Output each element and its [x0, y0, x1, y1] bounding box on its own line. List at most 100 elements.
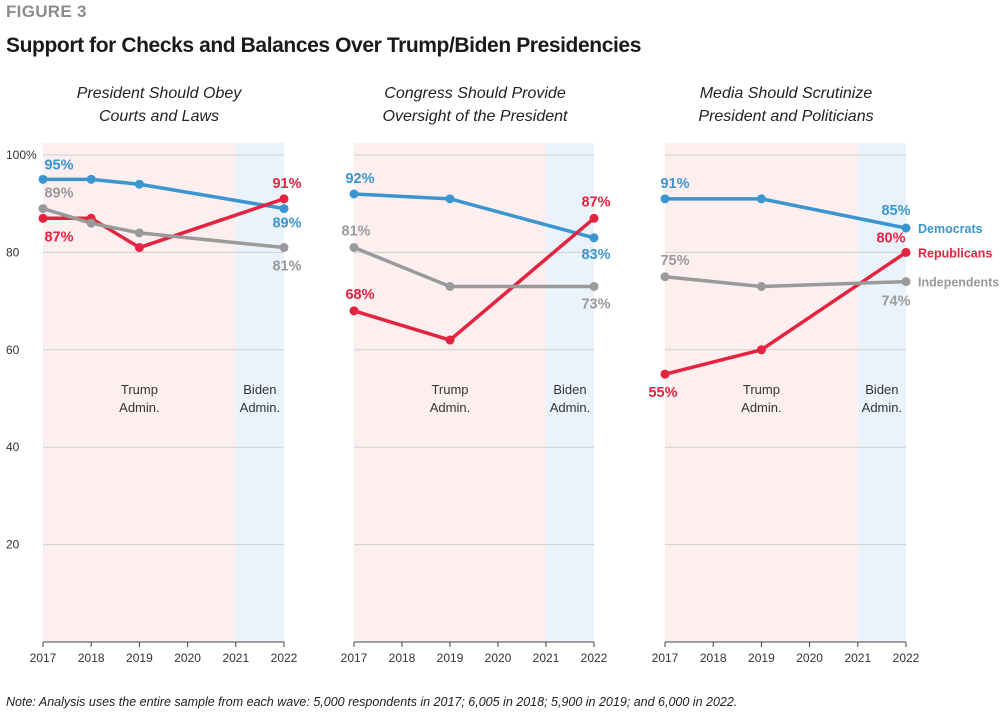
series-line-independents [41, 206, 286, 250]
data-point-independents [38, 204, 48, 214]
y-tick-label: 40 [6, 440, 20, 454]
data-point-republicans [38, 213, 48, 223]
period-label: Trump [743, 382, 780, 397]
x-tick-label: 2019 [748, 651, 775, 665]
data-point-democrats [445, 194, 455, 204]
data-point-independents [445, 281, 455, 291]
period-label: Biden [243, 382, 276, 397]
y-tick-label: 60 [6, 343, 20, 357]
data-label: 80% [876, 230, 905, 246]
x-tick-label: 2020 [174, 651, 201, 665]
x-tick-label: 2018 [700, 651, 727, 665]
data-point-republicans [134, 243, 144, 253]
data-label: 81% [272, 259, 301, 275]
period-label: Biden [553, 382, 586, 397]
period-label: Admin. [240, 400, 280, 415]
data-point-democrats [134, 179, 144, 189]
data-label: 92% [345, 171, 374, 187]
data-label: 68% [345, 287, 374, 303]
period-label: Admin. [430, 400, 470, 415]
y-tick-label: 20 [6, 538, 20, 552]
series-line-republicans [41, 197, 286, 250]
data-point-republicans [445, 335, 455, 345]
x-tick-label: 2021 [222, 651, 249, 665]
x-tick-label: 2022 [581, 651, 608, 665]
figure-label: FIGURE 3 [6, 2, 87, 21]
data-point-republicans [901, 247, 911, 257]
data-label: 91% [272, 176, 301, 192]
data-point-independents [660, 272, 670, 282]
x-tick-label: 2019 [126, 651, 153, 665]
data-label: 89% [44, 186, 73, 202]
data-label: 75% [660, 253, 689, 269]
period-label: Admin. [550, 400, 590, 415]
x-tick-label: 2021 [533, 651, 560, 665]
x-tick-label: 2017 [341, 651, 368, 665]
x-tick-label: 2022 [893, 651, 920, 665]
footnote: Note: Analysis uses the entire sample fr… [6, 695, 738, 709]
period-label: Biden [865, 382, 898, 397]
data-point-independents [756, 281, 766, 291]
data-label: 87% [581, 194, 610, 210]
series-line-democrats [41, 177, 286, 211]
data-point-democrats [901, 223, 911, 233]
period-label: Admin. [862, 400, 902, 415]
data-point-democrats [660, 194, 670, 204]
period-label: Trump [431, 382, 468, 397]
legend-label-democrats: Democrats [918, 222, 983, 236]
data-label: 87% [44, 229, 73, 245]
panel-title-line: Media Should Scrutinize [699, 85, 873, 102]
legend-label-republicans: Republicans [918, 246, 992, 260]
data-point-republicans [589, 213, 599, 223]
data-point-republicans [660, 369, 670, 379]
data-label: 74% [881, 294, 910, 310]
panel-title-courts: President Should Obey Courts and Laws [9, 82, 309, 128]
data-point-democrats [279, 204, 289, 214]
data-label: 91% [660, 176, 689, 192]
data-label: 89% [272, 216, 301, 232]
data-point-democrats [38, 174, 48, 184]
data-point-democrats [589, 233, 599, 243]
data-label: 95% [44, 157, 73, 173]
data-point-independents [901, 277, 911, 287]
x-tick-label: 2021 [844, 651, 871, 665]
data-point-democrats [349, 189, 359, 199]
data-label: 85% [881, 203, 910, 219]
data-point-democrats [756, 194, 766, 204]
x-tick-label: 2020 [796, 651, 823, 665]
data-point-independents [279, 243, 289, 253]
legend-label-independents: Independents [918, 276, 999, 290]
panel-title-line: President and Politicians [698, 108, 874, 125]
y-tick-label: 100% [6, 148, 37, 162]
panel-title-line: President Should Obey [76, 85, 242, 102]
x-tick-label: 2017 [652, 651, 679, 665]
panel-title-line: Congress Should Provide [384, 85, 566, 102]
data-point-independents [134, 228, 144, 238]
biden-period-shade [235, 143, 284, 642]
period-label: Trump [121, 382, 158, 397]
figure-title: Support for Checks and Balances Over Tru… [6, 34, 641, 57]
data-point-republicans [279, 194, 289, 204]
x-tick-label: 2019 [437, 651, 464, 665]
x-tick-label: 2018 [78, 651, 105, 665]
trump-period-shade [354, 143, 546, 642]
panel-title-congress: Congress Should Provide Oversight of the… [325, 82, 625, 128]
data-point-republicans [349, 306, 359, 316]
data-point-independents [589, 281, 599, 291]
panel-title-line: Courts and Laws [98, 108, 220, 125]
y-tick-label: 80 [6, 245, 20, 259]
x-tick-label: 2020 [485, 651, 512, 665]
panel-title-line: Oversight of the President [382, 108, 568, 125]
x-tick-label: 2022 [271, 651, 298, 665]
data-point-republicans [756, 345, 766, 355]
panel-title-media: Media Should Scrutinize President and Po… [636, 82, 936, 128]
data-label: 73% [581, 296, 610, 312]
data-label: 81% [341, 224, 370, 240]
data-label: 83% [581, 247, 610, 263]
data-point-independents [86, 218, 96, 228]
data-point-independents [349, 243, 359, 253]
x-tick-label: 2018 [389, 651, 416, 665]
period-label: Admin. [119, 400, 159, 415]
x-tick-label: 2017 [30, 651, 57, 665]
